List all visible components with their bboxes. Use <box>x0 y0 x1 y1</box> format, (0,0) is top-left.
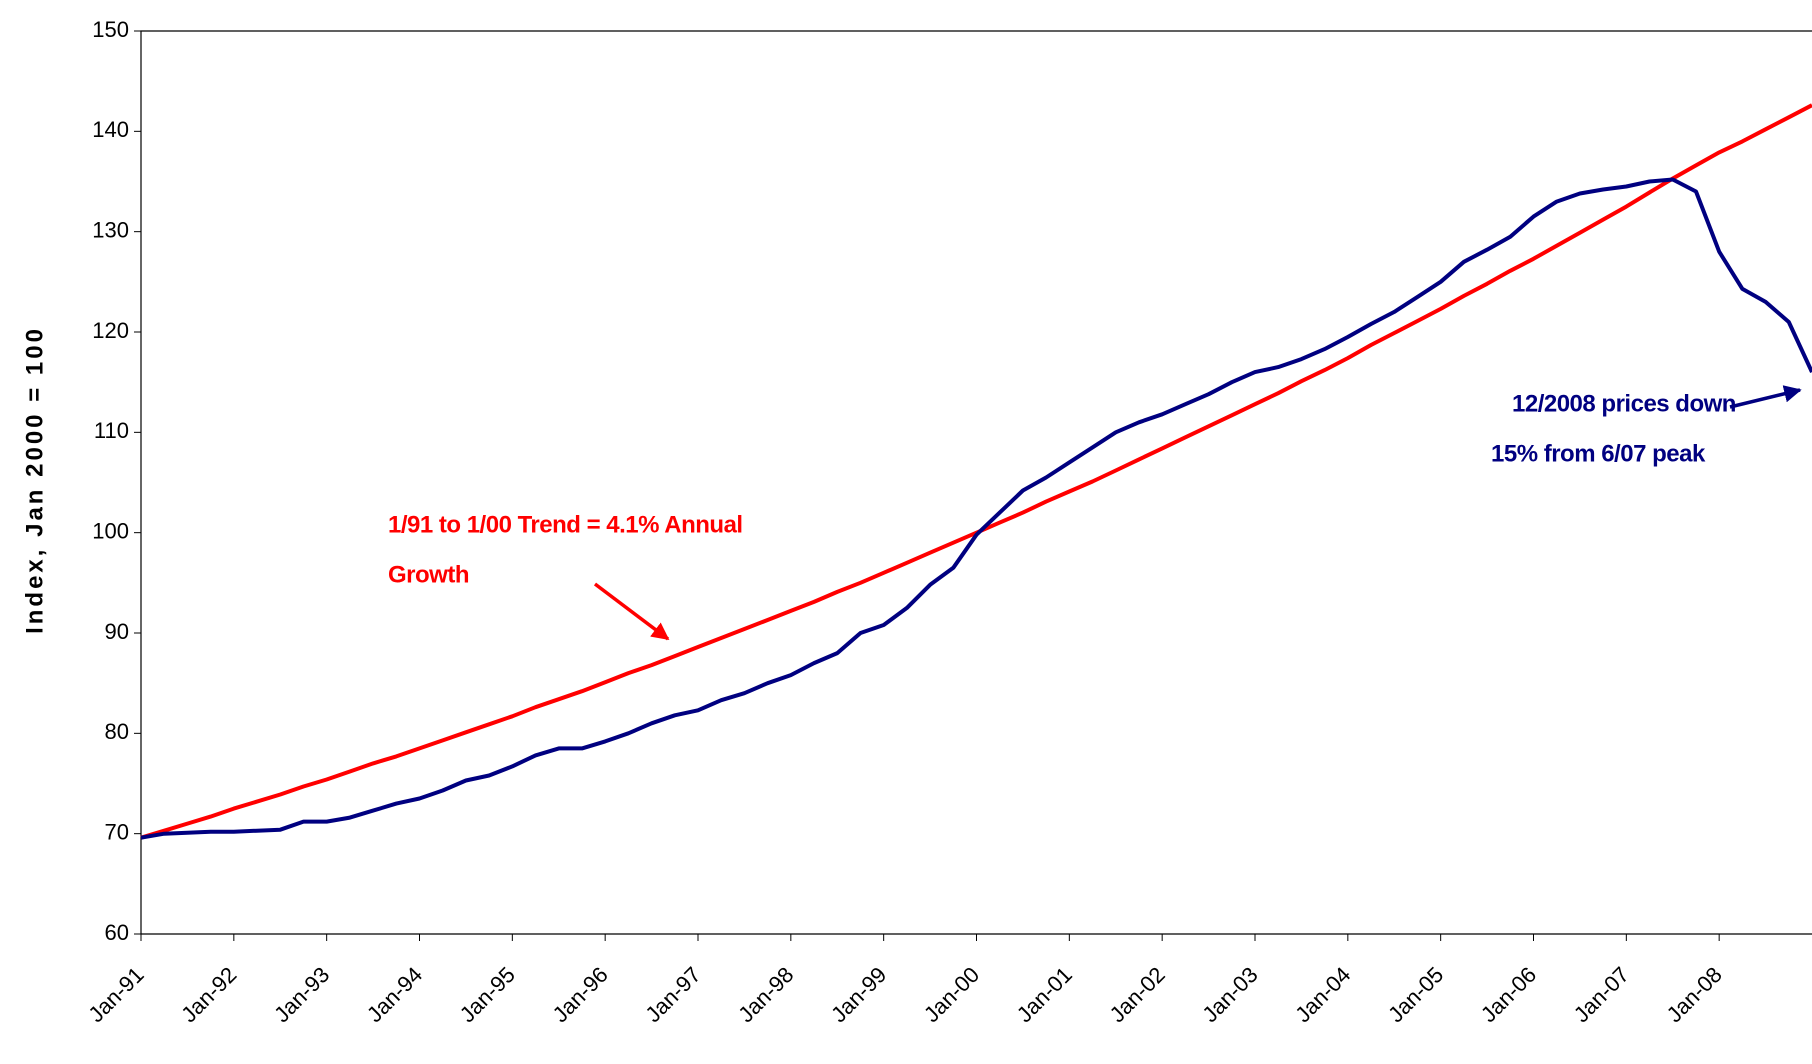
x-tick-label: Jan-99 <box>826 962 891 1027</box>
x-tick-label: Jan-03 <box>1197 962 1262 1027</box>
y-tick-label: 90 <box>105 619 129 644</box>
x-tick-label: Jan-93 <box>269 962 334 1027</box>
x-tick-label: Jan-94 <box>362 962 427 1027</box>
y-axis-label: Index, Jan 2000 = 100 <box>21 326 48 634</box>
y-tick-label: 70 <box>105 819 129 844</box>
plot-frame <box>140 30 1812 935</box>
y-tick-label: 100 <box>92 518 129 543</box>
x-tick-label: Jan-00 <box>919 962 984 1027</box>
x-tick-label: Jan-96 <box>548 962 613 1027</box>
annotation-arrow <box>593 582 670 641</box>
y-tick-label: 120 <box>92 318 129 343</box>
x-tick-label: Jan-02 <box>1105 962 1170 1027</box>
y-tick-label: 150 <box>92 17 129 42</box>
y-tick-label: 130 <box>92 217 129 242</box>
y-tick-label: 80 <box>105 719 129 744</box>
annotation: 15% from 6/07 peak <box>1491 440 1706 467</box>
y-tick-label: 60 <box>105 920 129 945</box>
x-tick-label: Jan-98 <box>733 962 798 1027</box>
y-tick-label: 140 <box>92 117 129 142</box>
annotation-arrow <box>1729 385 1802 409</box>
line-series <box>140 103 1812 840</box>
line-series <box>140 177 1812 840</box>
x-tick-label: Jan-04 <box>1290 962 1355 1027</box>
x-tick-label: Jan-01 <box>1012 962 1077 1027</box>
x-tick-label: Jan-97 <box>640 962 705 1027</box>
x-tick-label: Jan-08 <box>1662 962 1727 1027</box>
x-tick-label: Jan-95 <box>455 962 520 1027</box>
annotation: Growth <box>388 561 469 588</box>
x-tick-label: Jan-06 <box>1476 962 1541 1027</box>
annotation: 1/91 to 1/00 Trend = 4.1% Annual <box>388 511 743 538</box>
x-tick-label: Jan-05 <box>1383 962 1448 1027</box>
x-tick-label: Jan-91 <box>83 962 148 1027</box>
x-tick-label: Jan-07 <box>1569 962 1634 1027</box>
annotation: 12/2008 prices down <box>1512 390 1736 417</box>
x-tick-label: Jan-92 <box>176 962 241 1027</box>
y-tick-label: 110 <box>94 418 129 443</box>
